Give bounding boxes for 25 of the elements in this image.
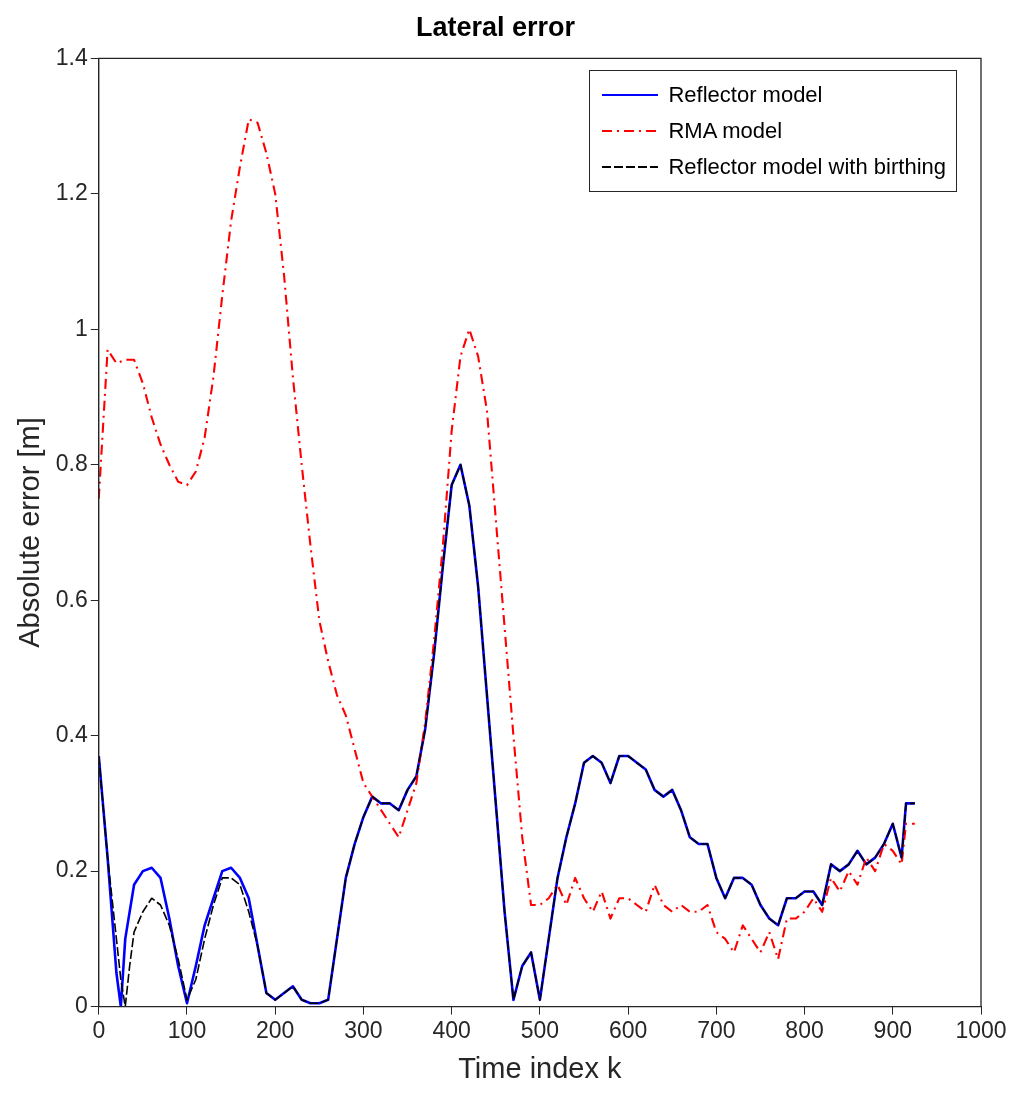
x-tick-label: 400 <box>432 1016 471 1043</box>
y-tick-label: 1.4 <box>55 43 88 70</box>
x-tick-label: 0 <box>92 1016 106 1043</box>
x-tick-label: 700 <box>697 1016 736 1043</box>
x-tick-label: 300 <box>344 1016 383 1043</box>
y-tick-label: 0.8 <box>55 450 88 477</box>
x-tick-label: 800 <box>785 1016 824 1043</box>
x-tick-label: 500 <box>520 1016 560 1043</box>
y-tick-label: 0.6 <box>55 585 88 612</box>
x-tick-label: 600 <box>608 1016 648 1043</box>
legend-label: RMA model <box>668 118 783 145</box>
y-tick-label: 1.2 <box>55 179 88 206</box>
x-tick-label: 200 <box>256 1016 295 1043</box>
y-tick-label: 0.2 <box>55 856 88 883</box>
x-tick-label: 100 <box>167 1016 207 1043</box>
y-tick-label: 0 <box>74 991 88 1018</box>
x-axis-title: Time index k <box>458 1051 623 1084</box>
x-tick-label: 1000 <box>955 1016 1007 1043</box>
chart-title: Lateral error <box>415 11 576 42</box>
legend-label: Reflector model with birthing <box>668 154 946 181</box>
y-tick-label: 1 <box>74 314 88 341</box>
legend-label: Reflector model <box>668 82 823 109</box>
x-tick-label: 900 <box>873 1016 912 1043</box>
y-tick-label: 0.4 <box>55 721 88 748</box>
y-axis-title: Absolute error [m] <box>13 417 46 648</box>
